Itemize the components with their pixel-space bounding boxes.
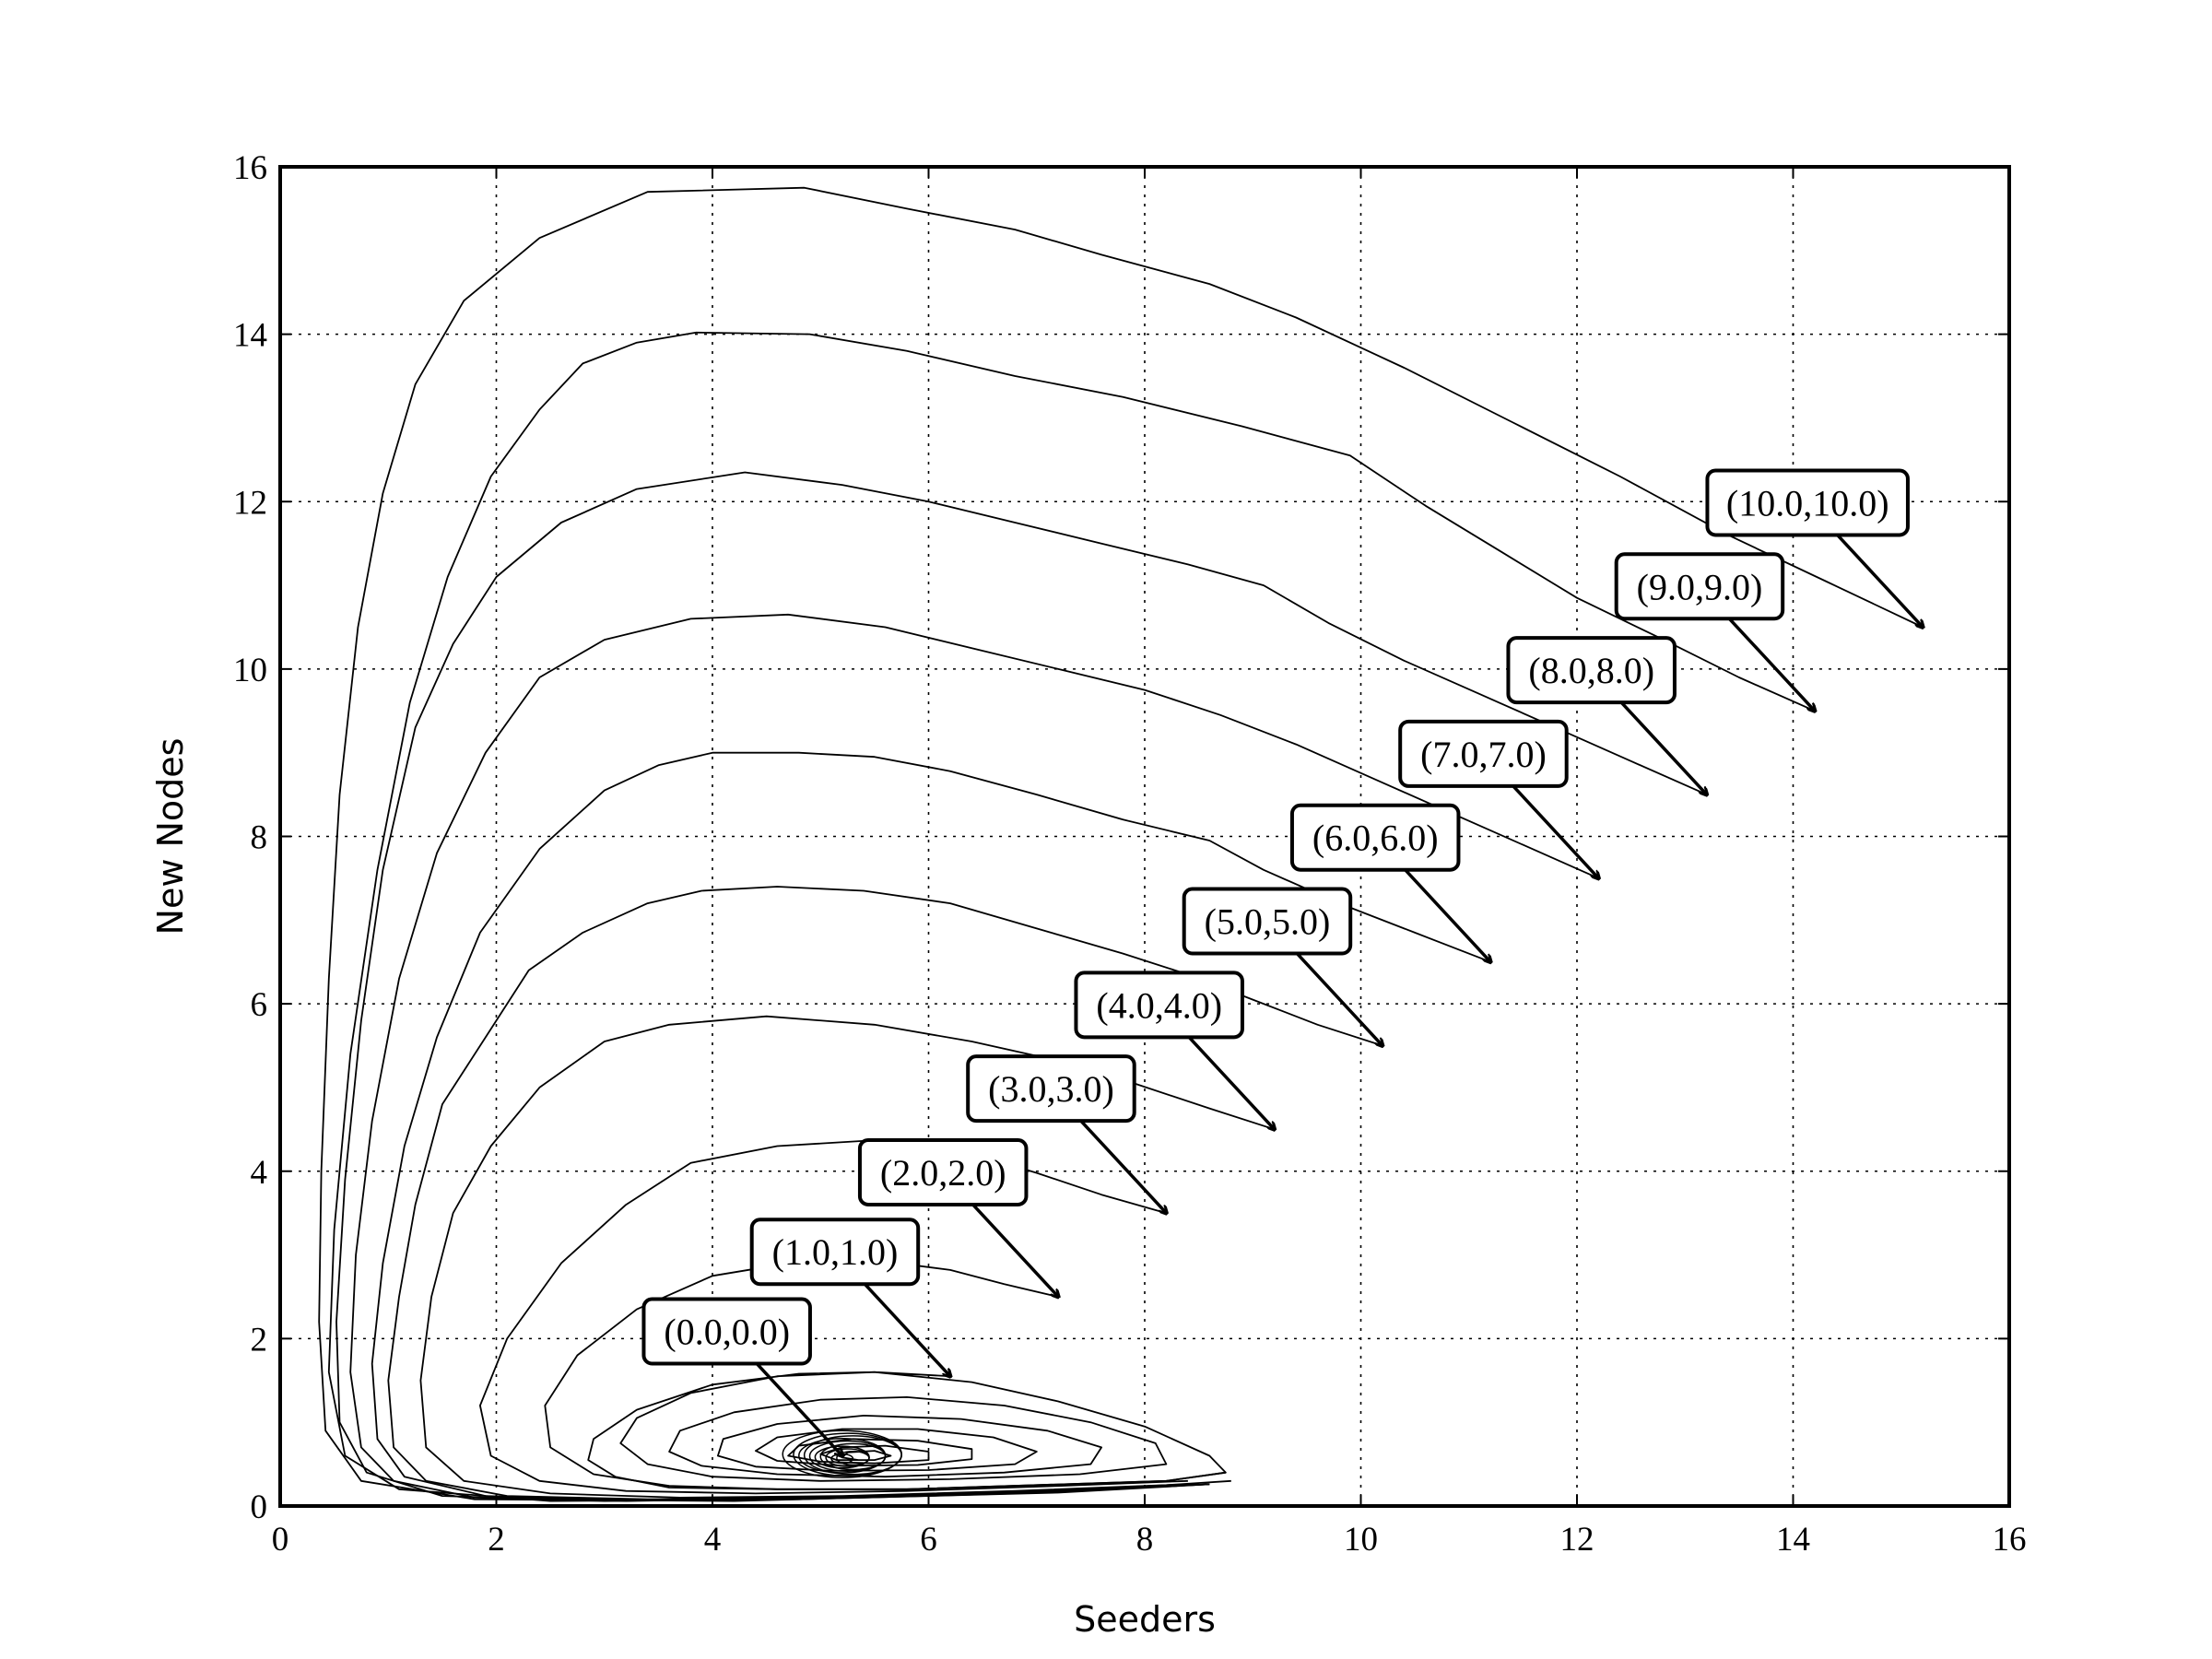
x-tick-label-7: 14 (1776, 1521, 1810, 1559)
annotation-label-1: (1.0,1.0) (772, 1231, 899, 1273)
annotation-box-6 (1289, 803, 1461, 872)
x-tick-label-4: 8 (1136, 1521, 1154, 1559)
y-axis-label: New Nodes (150, 738, 191, 935)
annotation-arrow-3 (1079, 1120, 1166, 1213)
x-tick-label-8: 16 (1993, 1521, 2027, 1559)
x-axis-label: Seeders (1074, 1599, 1216, 1640)
annotation-box-1 (749, 1218, 921, 1287)
y-tick-label-7: 14 (233, 317, 267, 355)
annotation-label-8: (8.0,8.0) (1528, 650, 1654, 691)
annotation-arrow-6 (1404, 868, 1490, 962)
annotation-arrow-5 (1296, 952, 1382, 1046)
annotation-arrow-2 (971, 1204, 1058, 1297)
trajectories (318, 186, 1924, 1502)
annotation-box-3 (966, 1054, 1136, 1124)
y-tick-label-3: 6 (251, 986, 268, 1024)
trajectory-4 (419, 1015, 1275, 1499)
annotation-label-0: (0.0,0.0) (664, 1312, 790, 1353)
annotation-9: (9.0,9.0) (1614, 552, 1815, 712)
y-tick-label-6: 12 (233, 484, 267, 522)
annotation-label-9: (9.0,9.0) (1637, 566, 1763, 607)
annotation-label-2: (2.0,2.0) (880, 1152, 1006, 1194)
x-tick-label-3: 6 (920, 1521, 937, 1559)
spiral-loop-5 (819, 1442, 887, 1471)
y-tick-label-4: 8 (251, 819, 268, 857)
annotation-arrow-10 (1836, 534, 1923, 628)
annotation-box-4 (1074, 971, 1244, 1040)
trajectory-10 (318, 186, 1924, 1502)
annotation-label-5: (5.0,5.0) (1205, 901, 1331, 943)
annotation-arrow-4 (1188, 1036, 1274, 1130)
annotation-3: (3.0,3.0) (966, 1054, 1166, 1213)
annotation-box-9 (1614, 552, 1785, 621)
annotations: (0.0,0.0) (1.0,1.0) (2.0,2.0) (3.0,3.0) (4.0… (641, 468, 1923, 1456)
annotation-10: (10.0,10.0) (1705, 468, 1923, 628)
annotation-label-4: (4.0,4.0) (1096, 984, 1222, 1026)
y-tick-label-8: 16 (233, 149, 267, 187)
annotation-label-6: (6.0,6.0) (1312, 818, 1439, 859)
y-tick-label-2: 4 (251, 1154, 268, 1192)
grid (280, 167, 2009, 1506)
trajectory-7 (349, 613, 1599, 1502)
y-tick-label-5: 10 (233, 652, 267, 689)
annotation-2: (2.0,2.0) (857, 1137, 1058, 1297)
trajectory-6 (371, 751, 1491, 1501)
annotation-4: (4.0,4.0) (1074, 971, 1274, 1130)
x-tick-label-1: 2 (488, 1521, 505, 1559)
annotation-5: (5.0,5.0) (1182, 887, 1382, 1046)
annotation-6: (6.0,6.0) (1289, 803, 1490, 962)
annotation-arrow-1 (864, 1283, 950, 1376)
y-tick-label-0: 0 (251, 1488, 268, 1526)
annotation-1: (1.0,1.0) (749, 1218, 950, 1376)
y-tick-label-1: 2 (251, 1321, 268, 1359)
spiral-loop-2 (803, 1435, 902, 1476)
annotation-7: (7.0,7.0) (1398, 719, 1598, 878)
annotation-box-8 (1506, 636, 1677, 705)
annotation-arrow-7 (1512, 784, 1598, 878)
trajectory-8 (335, 471, 1708, 1502)
x-tick-label-5: 10 (1344, 1521, 1378, 1559)
tick-labels: 0 2 4 6 8 10 12 14 16 0 2 4 6 8 10 12 14 16 (233, 149, 2027, 1559)
annotation-box-5 (1182, 887, 1353, 956)
annotation-label-7: (7.0,7.0) (1420, 734, 1547, 775)
trajectory-1 (587, 1371, 1227, 1490)
annotation-arrow-0 (756, 1362, 841, 1456)
trajectory-9 (327, 331, 1816, 1502)
annotation-label-3: (3.0,3.0) (988, 1068, 1114, 1110)
annotation-0: (0.0,0.0) (641, 1297, 841, 1456)
x-tick-label-2: 4 (704, 1521, 722, 1559)
annotation-box-7 (1398, 719, 1569, 788)
annotation-box-0 (641, 1297, 812, 1366)
equilibrium-spiral (782, 1430, 902, 1478)
annotation-box-2 (857, 1137, 1029, 1206)
annotation-box-10 (1705, 468, 1910, 537)
annotation-8: (8.0,8.0) (1506, 636, 1706, 794)
x-tick-label-6: 12 (1560, 1521, 1594, 1559)
annotation-label-10: (10.0,10.0) (1726, 482, 1889, 524)
annotation-arrow-9 (1728, 618, 1815, 712)
annotation-arrow-8 (1620, 701, 1706, 794)
x-tick-label-0: 0 (272, 1521, 289, 1559)
